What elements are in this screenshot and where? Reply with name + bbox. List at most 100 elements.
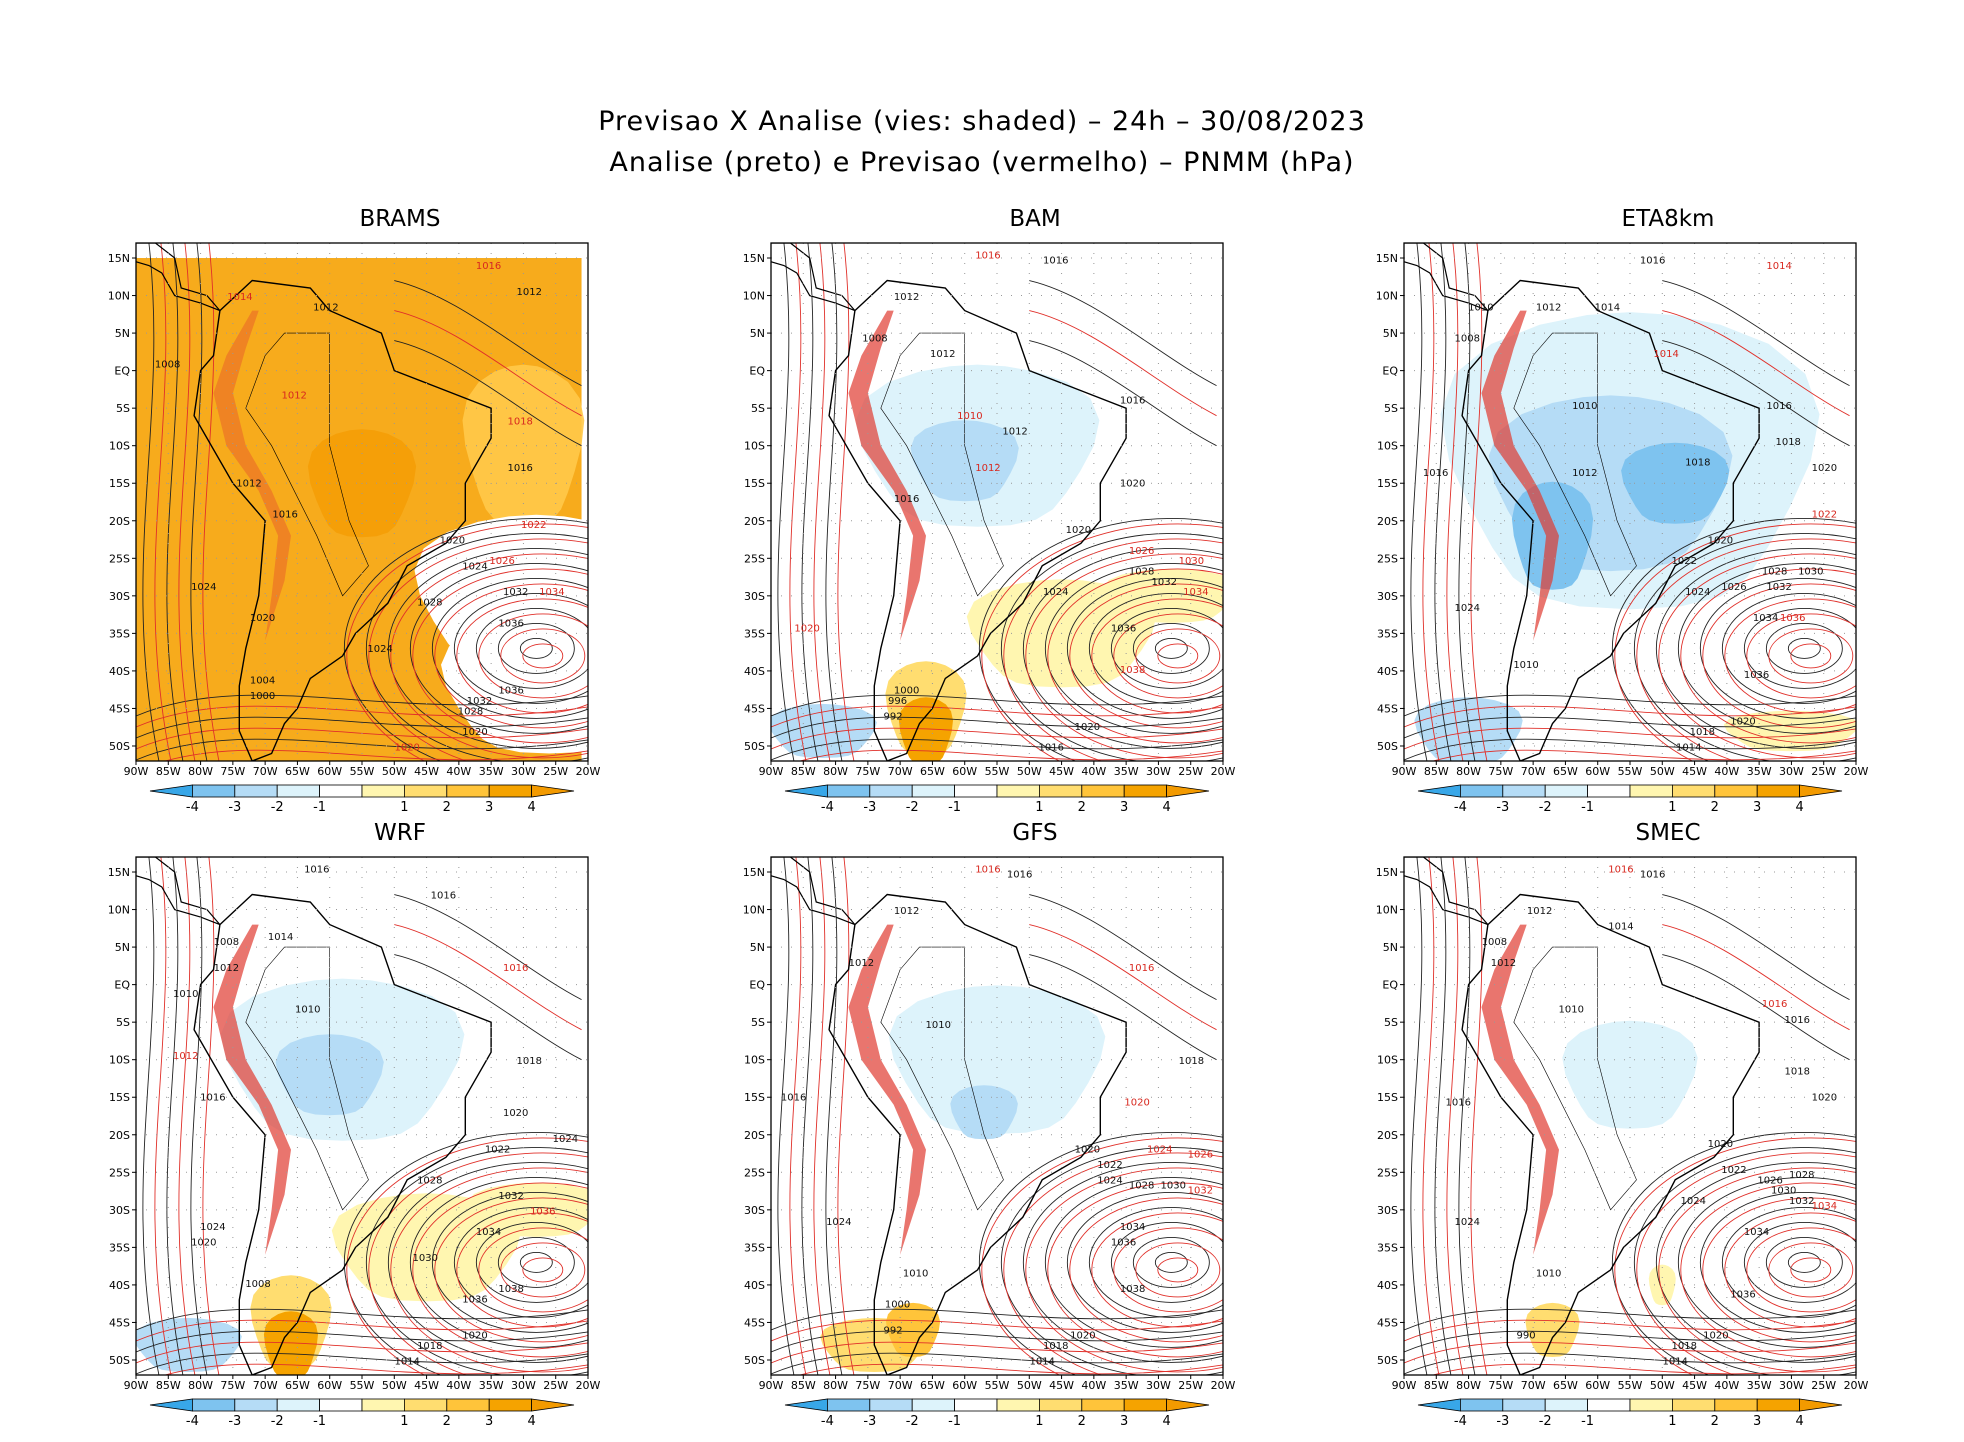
isobar-label: 1034 xyxy=(1744,1227,1769,1238)
isobar-analysis xyxy=(771,738,1223,761)
isobar-label: 1030 xyxy=(1798,567,1823,578)
isobar-label: 1016 xyxy=(1640,256,1665,267)
isobar-label: 1018 xyxy=(1685,458,1710,469)
isobar-label: 1016 xyxy=(975,865,1000,876)
lon-label: 35W xyxy=(1114,765,1139,778)
colorbar-segment xyxy=(1460,784,1504,798)
isobar-label: 1026 xyxy=(1721,582,1746,593)
isobar-forecast xyxy=(1025,553,1223,759)
lat-label: 5N xyxy=(115,327,130,340)
isobar-label: 1036 xyxy=(1780,613,1805,624)
isobar-label: 1012 xyxy=(236,478,261,489)
lat-label: 45S xyxy=(109,1316,130,1329)
lat-label: 20S xyxy=(744,1129,765,1142)
isobar-label: 1024 xyxy=(191,582,216,593)
colorbar-tick: -2 xyxy=(1539,1414,1552,1429)
isobar-label: 1016 xyxy=(894,494,919,505)
isobar-label: 1016 xyxy=(1640,870,1665,881)
isobar-forecast xyxy=(1029,924,1217,1031)
isobar-forecast xyxy=(1680,1182,1856,1358)
colorbar-tick: 2 xyxy=(1711,1414,1719,1429)
colorbar-arrow-left xyxy=(149,1398,193,1412)
isobar-analysis xyxy=(409,1176,588,1348)
lat-label: 50S xyxy=(109,740,130,753)
isobar-label: 1024 xyxy=(462,561,487,572)
isobar-analysis xyxy=(825,243,843,761)
isobar-forecast xyxy=(1069,583,1223,729)
colorbar-tick: -4 xyxy=(821,1414,834,1429)
isobar-label: 1012 xyxy=(173,1051,198,1062)
colorbar-tick: 2 xyxy=(443,800,451,815)
isobar-forecast xyxy=(1470,243,1488,761)
isobar-analysis xyxy=(409,562,588,734)
lon-label: 30W xyxy=(1779,1379,1804,1392)
isobar-label: 1028 xyxy=(1129,567,1154,578)
isobar-analysis xyxy=(1132,1236,1210,1288)
bias-shading xyxy=(1414,697,1523,761)
isobar-label: 1016 xyxy=(1007,870,1032,881)
isobar-label: 1014 xyxy=(1662,1357,1687,1368)
isobar-label: 1012 xyxy=(214,963,239,974)
isobar-forecast xyxy=(1047,1182,1223,1358)
isobar-analysis xyxy=(801,857,819,1375)
isobar-label: 992 xyxy=(883,712,902,723)
lon-label: 60W xyxy=(317,1379,342,1392)
lon-label: 25W xyxy=(543,765,568,778)
isobar-analysis xyxy=(1662,894,1850,1001)
isobar-label: 1012 xyxy=(517,287,542,298)
isobar-label: 1028 xyxy=(417,598,442,609)
isobar-forecast xyxy=(1702,1197,1856,1343)
isobar-label: 1024 xyxy=(367,644,392,655)
isobar-forecast xyxy=(154,857,172,1375)
figure-title-line2: Analise (preto) e Previsao (vermelho) – … xyxy=(609,147,1355,178)
isobar-label: 1008 xyxy=(862,333,887,344)
isobar-analysis xyxy=(1066,577,1223,719)
bias-shading xyxy=(1103,568,1223,623)
isobar-label: 1008 xyxy=(1455,333,1480,344)
colorbar-segment xyxy=(234,1398,278,1412)
colorbar-segment xyxy=(192,784,236,798)
country-borders xyxy=(1513,332,1637,597)
lat-label: 40S xyxy=(744,665,765,678)
isobar-forecast xyxy=(163,1363,588,1375)
isobar-forecast xyxy=(1157,643,1199,669)
colorbar-tick: -3 xyxy=(228,1414,241,1429)
isobar-forecast xyxy=(1157,1257,1199,1283)
isobar-label: 1030 xyxy=(413,1253,438,1264)
colorbar-segment xyxy=(1544,1398,1588,1412)
isobar-analysis xyxy=(1110,607,1223,689)
isobar-analysis xyxy=(1743,607,1856,689)
andes-shading xyxy=(848,924,926,1270)
isobar-analysis xyxy=(801,243,819,761)
isobar-label: 1014 xyxy=(1676,743,1701,754)
isobar-label: 1024 xyxy=(1455,603,1480,614)
isobar-label: 1034 xyxy=(539,587,564,598)
lon-label: 35W xyxy=(1747,765,1772,778)
lon-label: 50W xyxy=(1650,765,1675,778)
lat-label: 45S xyxy=(109,702,130,715)
isobar-label: 1032 xyxy=(467,696,492,707)
isobar-forecast xyxy=(178,857,196,1375)
lat-label: 20S xyxy=(109,1129,130,1142)
isobar-analysis xyxy=(497,622,575,674)
isobar-forecast xyxy=(390,1167,588,1373)
isobar-analysis xyxy=(1721,592,1856,704)
lon-label: 40W xyxy=(1714,765,1739,778)
isobar-forecast xyxy=(1404,1341,1856,1364)
lat-label: 30S xyxy=(109,590,130,603)
isobar-label: 1018 xyxy=(1775,437,1800,448)
lon-label: 60W xyxy=(317,765,342,778)
figure-title-line1: Previsao X Analise (vies: shaded) – 24h … xyxy=(598,106,1366,137)
colorbar-arrow-right xyxy=(1799,1398,1843,1412)
isobar-label: 1018 xyxy=(517,1056,542,1067)
colorbar-tick: -2 xyxy=(906,800,919,815)
isobar-label: 1024 xyxy=(553,1134,578,1145)
lon-label: 35W xyxy=(479,765,504,778)
colorbar-segment xyxy=(1502,784,1546,798)
lat-label: 30S xyxy=(744,1204,765,1217)
colorbar-tick: 3 xyxy=(1753,800,1761,815)
isobar-label: 1026 xyxy=(489,556,514,567)
isobar-analysis xyxy=(1699,577,1856,719)
bias-shading xyxy=(1621,442,1730,524)
isobar-label: 1022 xyxy=(1812,510,1837,521)
